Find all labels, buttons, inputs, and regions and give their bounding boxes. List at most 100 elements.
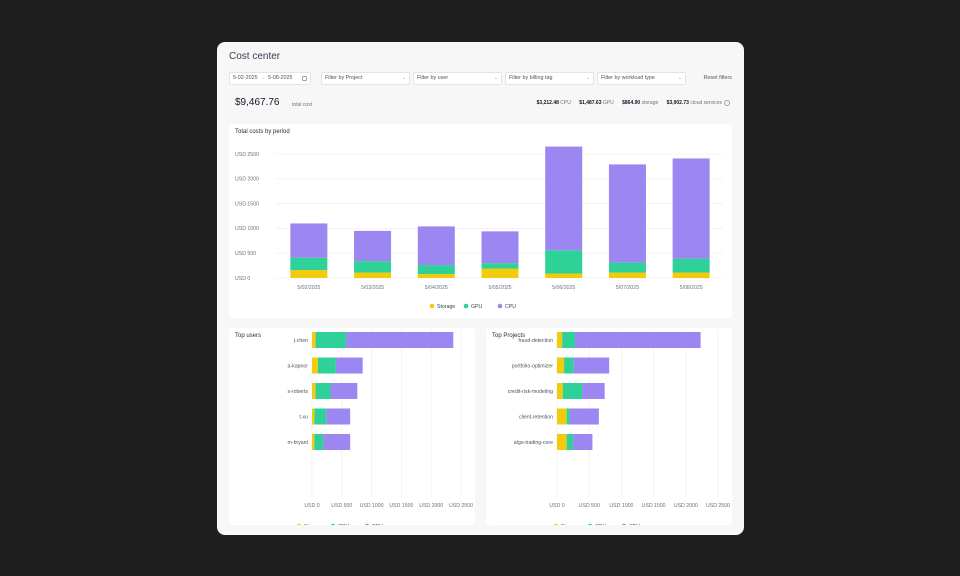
- metric-gpu: $1,487.63 GPU: [579, 100, 614, 107]
- bar-storage: [312, 357, 318, 374]
- legend-label-cpu: CPU: [505, 304, 516, 310]
- reset-filters-button[interactable]: Reset filters: [703, 75, 732, 81]
- chevron-down-icon: ⌄: [401, 75, 406, 81]
- x-tick-label: 5/07/2025: [616, 285, 639, 291]
- chevron-down-icon: ⌄: [677, 75, 682, 81]
- billing-tag-filter[interactable]: Filter by billing tag ⌄: [505, 72, 594, 85]
- y-tick-label: client-retention: [519, 414, 553, 420]
- bar-gpu: [314, 434, 324, 450]
- bar-storage: [545, 273, 583, 278]
- filter-bar: 5-02-2025 → 5-08-2025 Filter by Project …: [229, 72, 732, 86]
- bar-storage: [557, 434, 567, 450]
- project-filter[interactable]: Filter by Project ⌄: [321, 72, 410, 85]
- bar-cpu: [573, 357, 610, 374]
- projects-chart-title: Top Projects: [492, 333, 526, 339]
- legend-label-storage: Storage: [561, 524, 579, 525]
- bar-cpu: [672, 158, 710, 259]
- legend-swatch-gpu: [330, 523, 336, 525]
- y-tick-label: USD 1000: [235, 226, 259, 232]
- bar-cpu: [545, 146, 583, 251]
- period-chart: USD 0 USD 500 USD 1000 USD 1500 USD 2000 USD …: [235, 146, 723, 310]
- metric-storage: $864.90 storage: [622, 100, 659, 107]
- legend-swatch-cpu: [621, 523, 627, 525]
- bar-storage: [312, 408, 315, 425]
- bar-gpu: [562, 332, 576, 348]
- bar-gpu: [566, 408, 570, 425]
- bar-cpu: [569, 408, 599, 425]
- bar-cpu: [582, 383, 605, 399]
- date-start: 5-02-2025: [233, 75, 258, 81]
- users-chart-title: Top users: [235, 333, 262, 339]
- cost-summary: $9,467.76 total cost $3,212.48 CPU $1,48…: [229, 94, 732, 114]
- workload-type-filter-label: Filter by workload type: [601, 75, 655, 81]
- legend-label-gpu: GPU: [595, 524, 606, 525]
- bar-gpu: [608, 262, 646, 273]
- bar-storage: [557, 332, 563, 348]
- bar-gpu: [481, 263, 519, 269]
- legend-swatch-storage: [296, 523, 302, 525]
- x-tick-label: 5/05/2025: [488, 285, 511, 291]
- bar-cpu: [330, 383, 358, 399]
- legend-label-storage: Storage: [437, 304, 455, 310]
- bar-gpu: [290, 257, 328, 271]
- bar-cpu: [417, 226, 455, 266]
- period-chart-card: Total costs by period USD 0 USD 500 USD 10…: [229, 124, 732, 318]
- y-tick-label: t-xu: [299, 414, 308, 420]
- legend-swatch-storage: [429, 303, 435, 309]
- y-tick-label: j-chen: [293, 338, 308, 344]
- bar-gpu: [566, 434, 574, 450]
- cost-breakdown: $3,212.48 CPU $1,487.63 GPU $864.90 stor…: [530, 100, 730, 106]
- legend-swatch-cpu: [497, 303, 503, 309]
- x-tick-label: USD 1500: [389, 503, 413, 509]
- bar-cpu: [573, 434, 593, 450]
- bar-gpu: [317, 357, 336, 374]
- y-tick-label: USD 2500: [235, 152, 259, 158]
- total-cost-value: $9,467.76: [235, 97, 280, 108]
- bar-gpu: [672, 258, 710, 273]
- bar-gpu: [564, 357, 574, 374]
- page-title: Cost center: [229, 51, 281, 62]
- x-tick-label: 5/04/2025: [425, 285, 448, 291]
- y-tick-label: m-bryant: [288, 440, 309, 446]
- x-tick-label: USD 500: [331, 503, 352, 509]
- users-chart: USD 0 USD 500 USD 1000 USD 1500 USD 2000 USD …: [288, 329, 473, 525]
- info-icon[interactable]: [724, 100, 730, 106]
- user-filter[interactable]: Filter by user ⌄: [413, 72, 502, 85]
- bar-storage: [312, 434, 315, 450]
- bar-cpu: [335, 357, 363, 374]
- x-tick-label: USD 500: [579, 503, 600, 509]
- bar-gpu: [545, 250, 583, 274]
- x-tick-label: USD 0: [549, 503, 564, 509]
- legend-swatch-gpu: [463, 303, 469, 309]
- bar-cpu: [326, 408, 351, 425]
- bar-cpu: [323, 434, 351, 450]
- legend-label-gpu: GPU: [338, 524, 349, 525]
- y-tick-label: s-roberts: [288, 389, 309, 395]
- legend-label-storage: Storage: [304, 524, 322, 525]
- legend-swatch-cpu: [364, 523, 370, 525]
- x-tick-label: USD 1000: [609, 503, 633, 509]
- y-tick-label: USD 2000: [235, 177, 259, 183]
- x-tick-label: USD 2000: [674, 503, 698, 509]
- x-tick-label: 5/08/2025: [680, 285, 703, 291]
- y-tick-label: credit-risk-modeling: [508, 389, 553, 395]
- date-arrow: →: [260, 75, 266, 81]
- legend-swatch-storage: [553, 523, 559, 525]
- workload-type-filter[interactable]: Filter by workload type ⌄: [597, 72, 686, 85]
- legend-label-cpu: CPU: [629, 524, 640, 525]
- projects-chart-card: Top Projects USD 0 USD 500 USD 1000 USD 150…: [486, 328, 732, 525]
- bar-storage: [417, 274, 455, 278]
- x-tick-label: USD 0: [304, 503, 319, 509]
- date-range-picker[interactable]: 5-02-2025 → 5-08-2025: [229, 72, 311, 85]
- bar-cpu: [290, 223, 328, 258]
- bar-storage: [557, 357, 565, 374]
- x-tick-label: USD 2500: [449, 503, 473, 509]
- y-tick-label: portfolio-optimizer: [512, 363, 553, 369]
- chevron-down-icon: ⌄: [585, 75, 590, 81]
- y-tick-label: a-kapoor: [288, 363, 309, 369]
- user-filter-label: Filter by user: [417, 75, 449, 81]
- y-tick-label: USD 1500: [235, 201, 259, 207]
- x-tick-label: 5/03/2025: [361, 285, 384, 291]
- legend-swatch-gpu: [587, 523, 593, 525]
- x-tick-label: USD 1000: [360, 503, 384, 509]
